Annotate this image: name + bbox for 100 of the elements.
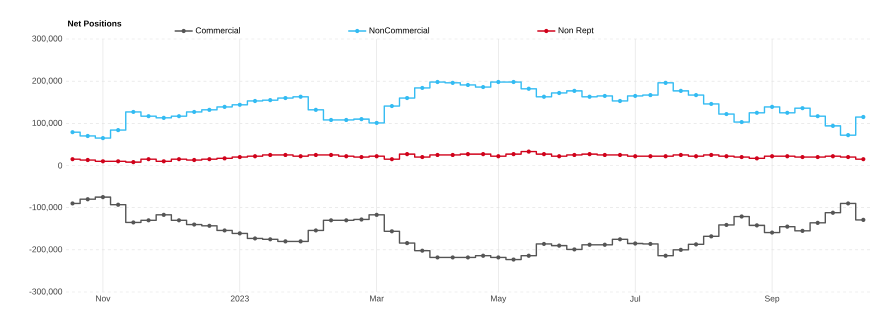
point bbox=[618, 237, 622, 242]
x-tick-label: May bbox=[491, 296, 506, 304]
point bbox=[70, 201, 75, 206]
point bbox=[496, 80, 500, 84]
point bbox=[557, 154, 562, 158]
point bbox=[511, 80, 516, 84]
point bbox=[344, 118, 348, 122]
point bbox=[770, 230, 774, 235]
point bbox=[328, 218, 334, 222]
point bbox=[511, 257, 516, 262]
point bbox=[298, 239, 303, 244]
point bbox=[526, 86, 531, 91]
y-tick-label: -100,000 bbox=[29, 204, 62, 212]
point bbox=[587, 242, 592, 247]
point bbox=[724, 222, 729, 228]
point bbox=[207, 108, 212, 112]
point bbox=[618, 98, 622, 104]
point bbox=[542, 152, 546, 156]
point bbox=[572, 152, 576, 158]
point bbox=[740, 154, 744, 160]
point bbox=[420, 154, 424, 160]
y-tick-label: 0 bbox=[58, 162, 62, 168]
point bbox=[496, 154, 500, 158]
point bbox=[116, 128, 120, 132]
point bbox=[420, 86, 424, 90]
point bbox=[268, 98, 272, 102]
point bbox=[162, 116, 166, 120]
point bbox=[861, 218, 866, 222]
point bbox=[252, 236, 258, 241]
legend-label: Non Rept bbox=[558, 27, 594, 35]
x-tick-label: Nov bbox=[96, 296, 110, 302]
point bbox=[724, 154, 729, 158]
point bbox=[238, 154, 242, 160]
point bbox=[846, 154, 850, 160]
point bbox=[314, 152, 318, 158]
point bbox=[754, 223, 759, 228]
point bbox=[724, 112, 729, 116]
point bbox=[176, 157, 182, 162]
point bbox=[314, 228, 318, 233]
point bbox=[830, 154, 835, 158]
point bbox=[374, 212, 379, 217]
point bbox=[800, 106, 805, 110]
legend-label: Commercial bbox=[196, 27, 240, 34]
point bbox=[709, 234, 714, 238]
point bbox=[450, 255, 455, 260]
point bbox=[298, 94, 303, 99]
point bbox=[740, 120, 744, 124]
point bbox=[664, 254, 668, 258]
point bbox=[709, 102, 714, 106]
point bbox=[374, 154, 379, 158]
point bbox=[694, 154, 698, 158]
point bbox=[100, 136, 106, 140]
point bbox=[390, 157, 394, 162]
point bbox=[146, 114, 151, 118]
point bbox=[602, 242, 607, 247]
point bbox=[328, 118, 334, 122]
point bbox=[116, 159, 120, 164]
point bbox=[192, 222, 196, 227]
point bbox=[587, 152, 592, 156]
point bbox=[283, 96, 288, 100]
point bbox=[542, 94, 546, 99]
point bbox=[328, 152, 334, 158]
point bbox=[283, 239, 288, 244]
point bbox=[222, 104, 227, 109]
point bbox=[678, 152, 683, 158]
point bbox=[648, 92, 653, 98]
point bbox=[268, 152, 272, 158]
point bbox=[861, 114, 866, 120]
point bbox=[146, 157, 151, 162]
point bbox=[252, 98, 258, 104]
point bbox=[344, 154, 348, 158]
point bbox=[648, 242, 653, 246]
point bbox=[435, 255, 440, 260]
point bbox=[785, 224, 790, 229]
point bbox=[861, 157, 866, 162]
chart-title: Net Positions bbox=[68, 20, 122, 27]
point bbox=[709, 152, 714, 158]
y-tick-label: 200,000 bbox=[32, 78, 62, 85]
point bbox=[359, 217, 364, 222]
point bbox=[176, 218, 182, 222]
point bbox=[754, 110, 759, 115]
point bbox=[450, 152, 455, 158]
point bbox=[770, 154, 774, 158]
point bbox=[526, 149, 531, 154]
point bbox=[314, 108, 318, 112]
point bbox=[846, 133, 850, 138]
point bbox=[740, 214, 744, 219]
point bbox=[664, 154, 668, 158]
point bbox=[176, 114, 182, 118]
point bbox=[618, 152, 622, 158]
point bbox=[633, 241, 638, 246]
point bbox=[830, 124, 835, 128]
point bbox=[404, 240, 410, 246]
point bbox=[481, 254, 486, 258]
point bbox=[116, 202, 120, 207]
point bbox=[435, 152, 440, 158]
point bbox=[374, 120, 379, 126]
point bbox=[511, 152, 516, 156]
point bbox=[252, 154, 258, 158]
point bbox=[557, 90, 562, 96]
